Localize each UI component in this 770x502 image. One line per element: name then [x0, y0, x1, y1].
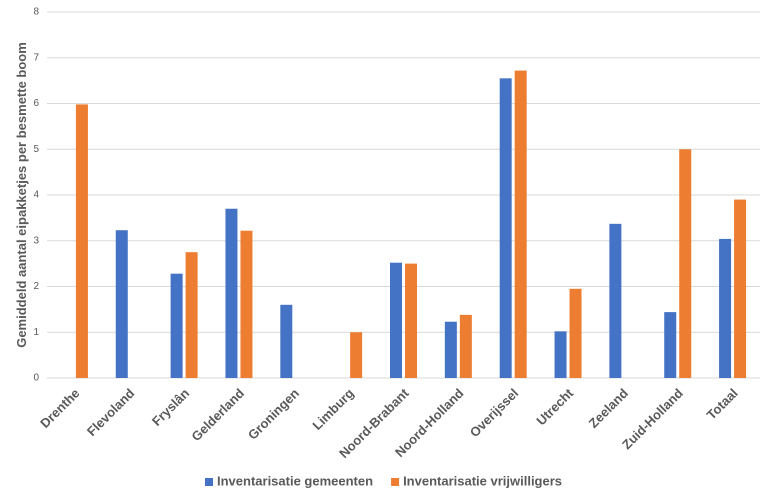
bar: [350, 332, 363, 378]
bar: [115, 230, 128, 378]
legend-swatch: [391, 478, 400, 486]
y-axis-label: Gemiddeld aantal eipakketjes per besmett…: [14, 42, 29, 348]
legend-label: Inventarisatie vrijwilligers: [403, 473, 562, 488]
bar: [225, 208, 238, 378]
bar: [569, 288, 582, 378]
x-tick-label: Totaal: [704, 386, 741, 423]
bar: [390, 262, 402, 378]
y-tick-label: 0: [33, 373, 39, 384]
bar: [514, 70, 527, 378]
y-tick-label: 2: [33, 281, 39, 292]
bar: [459, 314, 472, 378]
x-tick-label: Limburg: [309, 385, 356, 432]
x-tick-label: Zeeland: [586, 385, 631, 430]
bar: [664, 312, 677, 378]
x-tick-label: Groningen: [245, 385, 302, 442]
bar: [280, 304, 293, 378]
x-tick-label: Flevoland: [84, 385, 138, 439]
y-tick-label: 5: [33, 144, 39, 155]
x-tick-label: Fryslân: [149, 385, 192, 428]
y-tick-label: 6: [33, 98, 39, 109]
bar: [719, 238, 732, 378]
y-tick-label: 4: [33, 190, 39, 201]
legend-label: Inventarisatie gemeenten: [217, 473, 373, 488]
bar: [499, 78, 512, 379]
y-tick-label: 3: [33, 235, 39, 246]
bar: [679, 149, 692, 378]
x-tick-label: Gelderland: [188, 385, 247, 444]
bar: [240, 230, 253, 378]
x-tick-label: Drenthe: [37, 386, 82, 431]
bar: [554, 331, 567, 378]
bar: [734, 199, 747, 378]
y-tick-label: 7: [33, 52, 39, 63]
x-tick-label: Utrecht: [533, 385, 576, 428]
bar: [609, 223, 622, 378]
bar: [405, 263, 417, 378]
x-tick-label: Overijssel: [467, 386, 522, 441]
bar: [170, 273, 183, 378]
bar: [444, 321, 457, 378]
legend-swatch: [205, 478, 213, 486]
y-tick-label: 8: [33, 7, 39, 18]
bar: [75, 104, 88, 378]
bar: [185, 252, 198, 378]
y-tick-label: 1: [33, 327, 39, 338]
